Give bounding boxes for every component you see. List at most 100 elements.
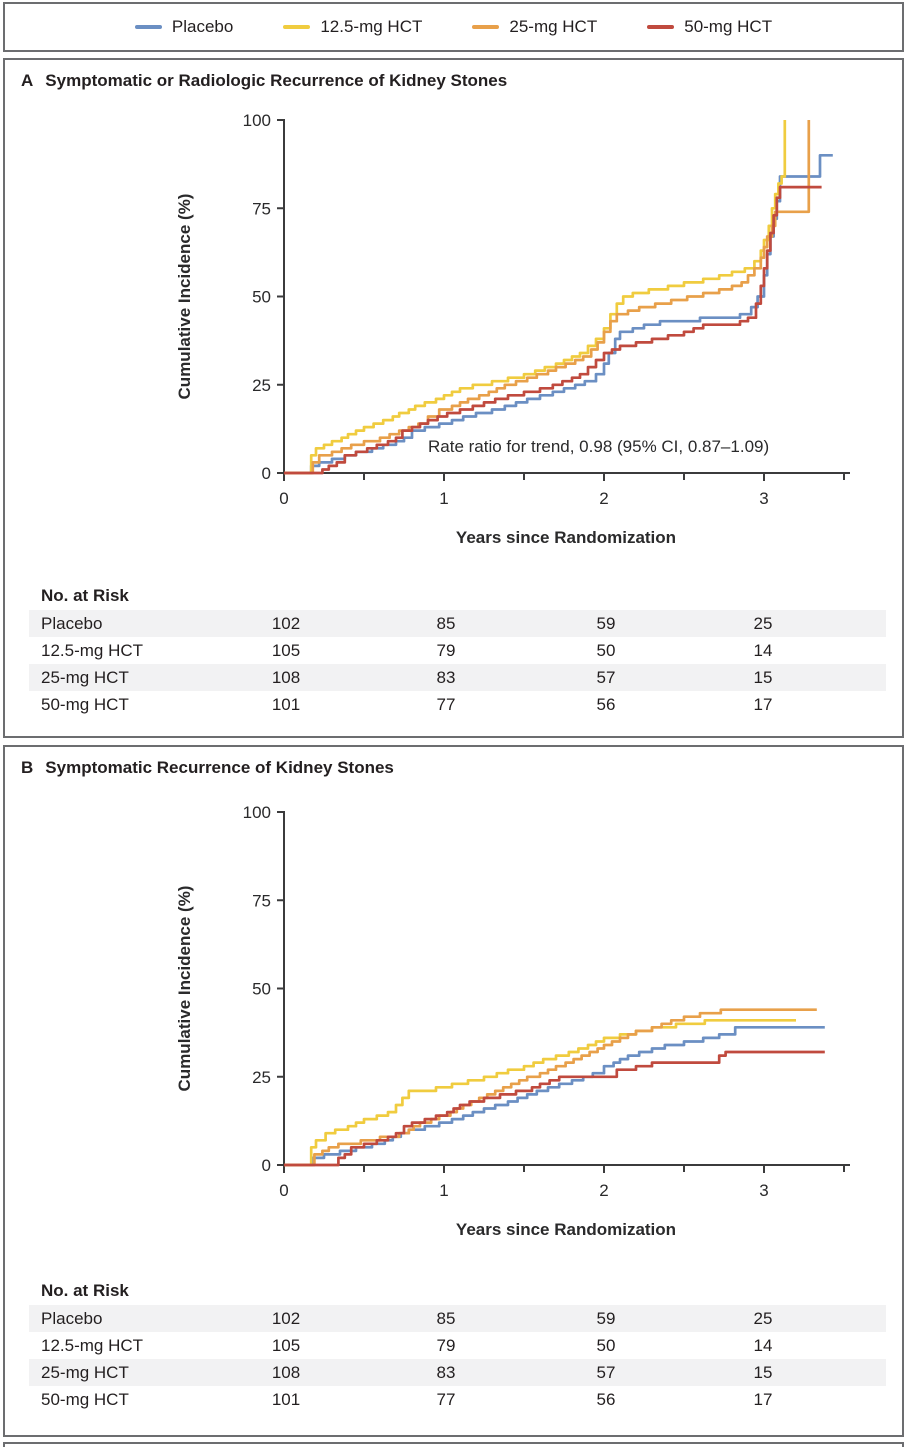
legend-label: 12.5-mg HCT (320, 17, 423, 36)
panel-b-chart: 0 25 50 75 100 0 1 2 3 Cumulative Incidence (%) Ye… (175, 803, 850, 1239)
placebo-line-swatch (134, 25, 162, 29)
hct12-line-swatch (283, 25, 311, 29)
risk-value: 59 (596, 1309, 616, 1328)
risk-value: 77 (436, 695, 456, 714)
table-row: 12.5-mg HCT 105 79 50 14 (29, 1332, 886, 1359)
svg-text:2: 2 (599, 489, 608, 508)
svg-text:3: 3 (759, 489, 768, 508)
risk-value: 15 (753, 668, 773, 687)
svg-text:0: 0 (279, 489, 288, 508)
panel-b-letter: B (21, 758, 34, 777)
svg-text:75: 75 (252, 891, 271, 910)
legend-item-50-hct: 50-mg HCT (647, 17, 772, 37)
risk-value: 79 (436, 1336, 456, 1355)
table-row: 50-mg HCT 101 77 56 17 (29, 691, 886, 718)
row-label: Placebo (41, 1309, 103, 1328)
risk-value: 101 (271, 695, 301, 714)
risk-value: 108 (271, 668, 301, 687)
risk-value: 102 (271, 1309, 301, 1328)
risk-value: 15 (753, 1363, 773, 1382)
series-12-5-mg-hct (284, 1018, 796, 1167)
rate-ratio-annotation: Rate ratio for trend, 0.98 (95% CI, 0.87… (428, 437, 769, 456)
legend-label: 25-mg HCT (509, 17, 598, 36)
risk-value: 25 (753, 1309, 773, 1328)
panel-b-title: B Symptomatic Recurrence of Kidney Stones (21, 758, 394, 778)
risk-value: 105 (271, 641, 301, 660)
series-12-5-mg-hct (284, 120, 787, 475)
risk-value: 56 (596, 695, 616, 714)
legend-item-12-5-hct: 12.5-mg HCT (283, 17, 422, 37)
risk-value: 83 (436, 668, 456, 687)
svg-text:25: 25 (252, 1068, 271, 1087)
risk-value: 83 (436, 1363, 456, 1382)
y-axis-title: Cumulative Incidence (%) (175, 194, 194, 400)
x-axis-title: Years since Randomization (456, 528, 676, 547)
risk-value: 50 (596, 1336, 616, 1355)
series-placebo (284, 1025, 825, 1167)
risk-value: 102 (271, 614, 301, 633)
panel-b: B Symptomatic Recurrence of Kidney Stones… (3, 745, 904, 1437)
table-row: Placebo 102 85 59 25 (29, 1305, 886, 1332)
svg-text:3: 3 (759, 1181, 768, 1200)
svg-text:50: 50 (252, 980, 271, 999)
risk-value: 17 (753, 695, 773, 714)
risk-table-header: No. at Risk (41, 1281, 129, 1300)
risk-value: 85 (436, 614, 456, 633)
risk-value: 57 (596, 668, 616, 687)
row-label: 50-mg HCT (41, 1390, 129, 1409)
risk-value: 17 (753, 1390, 773, 1409)
risk-value: 79 (436, 641, 456, 660)
svg-text:0: 0 (262, 1156, 271, 1175)
hct50-line-swatch (647, 25, 675, 29)
risk-value: 50 (596, 641, 616, 660)
svg-text:2: 2 (599, 1181, 608, 1200)
risk-value: 108 (271, 1363, 301, 1382)
table-row: Placebo 102 85 59 25 (29, 610, 886, 637)
row-label: 25-mg HCT (41, 668, 129, 687)
series-placebo (284, 153, 833, 475)
panel-a-title: A Symptomatic or Radiologic Recurrence of… (21, 71, 507, 91)
svg-text:0: 0 (262, 464, 271, 483)
risk-table-header: No. at Risk (41, 586, 129, 605)
panel-a-letter: A (21, 71, 34, 90)
row-label: Placebo (41, 614, 103, 633)
series-25-mg-hct (284, 1008, 817, 1167)
legend-item-25-hct: 25-mg HCT (472, 17, 597, 37)
next-panel-top-edge (3, 1442, 904, 1447)
row-label: 50-mg HCT (41, 695, 129, 714)
svg-text:50: 50 (252, 288, 271, 307)
legend-label: Placebo (171, 17, 234, 36)
risk-value: 56 (596, 1390, 616, 1409)
legend: Placebo 12.5-mg HCT 25-mg HCT 50-mg HCT (3, 2, 904, 52)
panel-b-title-text: Symptomatic Recurrence of Kidney Stones (45, 758, 394, 777)
row-label: 25-mg HCT (41, 1363, 129, 1382)
legend-item-placebo: Placebo (134, 17, 234, 37)
table-row: 50-mg HCT 101 77 56 17 (29, 1386, 886, 1413)
row-label: 12.5-mg HCT (41, 1336, 144, 1355)
risk-value: 59 (596, 614, 616, 633)
risk-value: 101 (271, 1390, 301, 1409)
table-row: 12.5-mg HCT 105 79 50 14 (29, 637, 886, 664)
series-50-mg-hct (284, 185, 822, 475)
risk-value: 85 (436, 1309, 456, 1328)
series-25-mg-hct (284, 120, 811, 475)
risk-value: 77 (436, 1390, 456, 1409)
svg-text:25: 25 (252, 376, 271, 395)
row-label: 12.5-mg HCT (41, 641, 144, 660)
panel-a-title-text: Symptomatic or Radiologic Recurrence of … (45, 71, 508, 90)
panel-a: A Symptomatic or Radiologic Recurrence of… (3, 58, 904, 738)
risk-value: 105 (271, 1336, 301, 1355)
y-axis-title: Cumulative Incidence (%) (175, 886, 194, 1092)
risk-value: 25 (753, 614, 773, 633)
series-50-mg-hct (284, 1050, 825, 1167)
svg-text:75: 75 (252, 199, 271, 218)
svg-text:100: 100 (243, 803, 271, 822)
svg-text:0: 0 (279, 1181, 288, 1200)
risk-value: 57 (596, 1363, 616, 1382)
hct25-line-swatch (472, 25, 500, 29)
risk-value: 14 (753, 641, 773, 660)
panel-a-chart: 0 25 50 75 100 0 1 2 3 Cumulative Incidence (%) Ye… (175, 111, 850, 547)
svg-text:1: 1 (439, 1181, 448, 1200)
table-row: 25-mg HCT 108 83 57 15 (29, 664, 886, 691)
